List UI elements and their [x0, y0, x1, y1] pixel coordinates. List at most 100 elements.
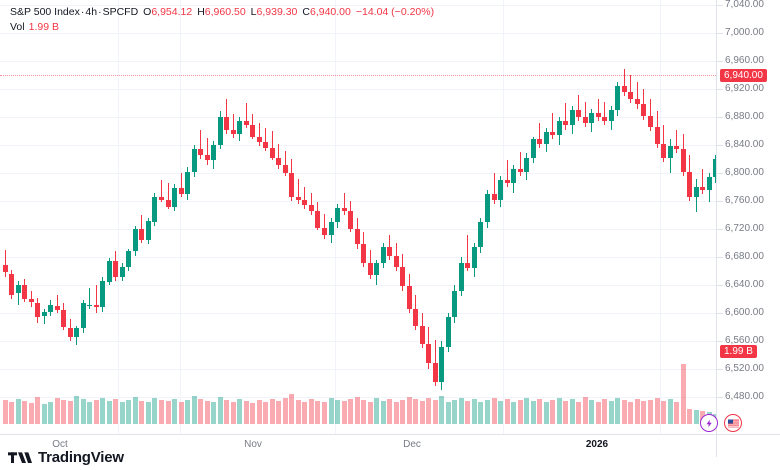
candle-wick: [702, 168, 704, 194]
time-tick-label: Nov: [244, 439, 262, 450]
candle-wick: [206, 138, 208, 165]
volume-badge: 1.99 B: [720, 345, 757, 358]
candle-wick: [258, 122, 260, 147]
candle-body: [595, 112, 601, 117]
volume-bar: [380, 401, 386, 424]
price-tick-dash: [717, 173, 723, 174]
gridline: [0, 5, 716, 6]
candle-wick: [4, 250, 6, 277]
volume-bar: [315, 401, 321, 424]
candle-body: [119, 266, 125, 277]
volume-bar: [250, 403, 256, 424]
volume-bar: [263, 402, 269, 424]
candle-body: [28, 299, 34, 302]
gridline: [0, 397, 716, 398]
volume-bar: [295, 400, 301, 424]
candle-wick: [297, 178, 299, 204]
time-scale[interactable]: Oct Nov Dec 2026: [0, 434, 716, 457]
volume-bar: [484, 400, 490, 424]
candle-body: [432, 363, 438, 382]
candle-body: [511, 168, 517, 183]
candle-wick: [271, 131, 273, 161]
volume-bar: [178, 402, 184, 424]
price-tick-label: 6,560.00: [725, 335, 764, 346]
price-tick-dash: [717, 257, 723, 258]
candle-body: [550, 132, 556, 136]
volume-bar: [628, 402, 634, 424]
candle-wick: [343, 192, 345, 215]
volume-bar: [139, 401, 145, 424]
volume-bar: [2, 400, 8, 424]
scale-corner: [716, 434, 780, 457]
candle-body: [256, 136, 262, 143]
volume-bar: [269, 399, 275, 424]
candle-body: [9, 273, 15, 295]
volume-bar: [165, 401, 171, 424]
candle-body: [54, 306, 60, 311]
volume-bar: [224, 400, 230, 424]
candle-body: [445, 317, 451, 347]
volume-bar: [172, 399, 178, 424]
price-tick-label: 7,000.00: [725, 27, 764, 38]
volume-bar: [152, 398, 158, 424]
candle-wick: [304, 187, 306, 210]
candle-body: [302, 199, 308, 206]
candle-wick: [284, 150, 286, 176]
tradingview-wordmark: TradingView: [38, 449, 124, 466]
volume-bar: [393, 402, 399, 424]
volume-bar: [478, 402, 484, 424]
gridline: [0, 257, 716, 258]
candle-body: [608, 110, 614, 122]
candle-body: [647, 115, 653, 127]
volume-bar: [191, 396, 197, 424]
volume-bar: [282, 398, 288, 424]
price-tick-label: 6,640.00: [725, 279, 764, 290]
price-tick-dash: [717, 201, 723, 202]
volume-bar: [126, 400, 132, 424]
gridline: [0, 117, 716, 118]
price-scale[interactable]: 7,040.00 7,000.00 6,960.00 6,920.00 6,880.00…: [716, 0, 780, 434]
price-tick-dash: [717, 229, 723, 230]
candle-body: [621, 86, 627, 92]
volume-bar: [48, 402, 54, 424]
price-tick-dash: [717, 5, 723, 6]
candle-wick: [467, 234, 469, 271]
us-flag-badge-icon[interactable]: [724, 414, 742, 432]
volume-bar: [243, 401, 249, 424]
volume-bar: [634, 399, 640, 424]
candle-wick: [649, 98, 651, 131]
candle-body: [530, 139, 536, 158]
candle-body: [543, 132, 549, 144]
candle-body: [400, 266, 406, 287]
candle-body: [335, 208, 341, 222]
candle-body: [165, 199, 171, 207]
chart-canvas[interactable]: [0, 0, 716, 434]
candle-body: [654, 126, 660, 144]
volume-bar: [276, 401, 282, 424]
volume-bar: [185, 400, 191, 424]
lightning-badge-icon[interactable]: [700, 414, 718, 432]
gridline: [0, 341, 716, 342]
volume-bar: [230, 402, 236, 424]
volume-bar: [589, 400, 595, 424]
price-tick-label: 7,040.00: [725, 0, 764, 10]
candle-body: [615, 86, 621, 110]
candle-wick: [167, 182, 169, 210]
volume-bar: [61, 400, 67, 424]
candle-body: [87, 304, 93, 306]
price-tick-label: 6,720.00: [725, 223, 764, 234]
candle-body: [458, 262, 464, 291]
candle-body: [217, 117, 223, 145]
price-tick-label: 6,960.00: [725, 55, 764, 66]
price-tick-dash: [717, 341, 723, 342]
volume-bar: [654, 398, 660, 424]
candle-body: [80, 303, 86, 329]
candle-body: [152, 196, 158, 222]
candle-body: [354, 229, 360, 245]
volume-bar: [237, 399, 243, 424]
candle-body: [693, 187, 699, 197]
candle-wick: [552, 112, 554, 140]
time-tick-label: Dec: [403, 439, 421, 450]
candle-body: [602, 117, 608, 122]
